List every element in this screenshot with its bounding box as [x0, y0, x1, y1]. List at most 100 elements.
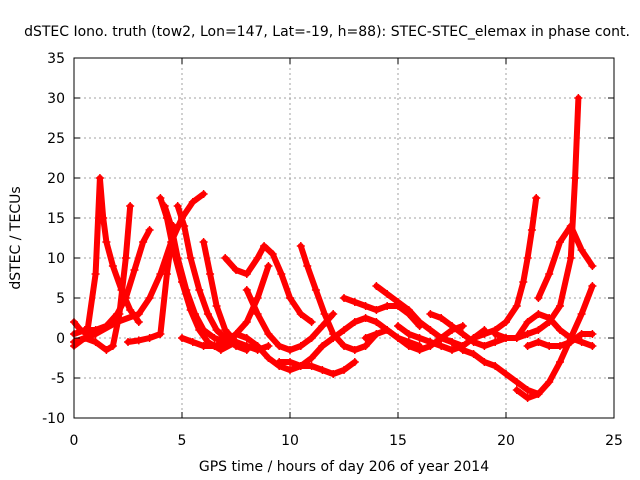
- x-axis-title: GPS time / hours of day 206 of year 2014: [199, 459, 489, 475]
- plot-frame: [73, 57, 615, 419]
- x-tick-label: 25: [605, 433, 623, 449]
- y-tick-label: 35: [47, 51, 65, 67]
- data-point: [307, 334, 316, 342]
- data-point: [296, 342, 305, 350]
- data-point: [469, 334, 478, 342]
- data-point: [199, 190, 208, 198]
- data-point: [566, 254, 575, 262]
- data-point: [167, 222, 176, 230]
- data-point: [534, 390, 543, 398]
- data-point: [361, 342, 370, 350]
- data-point: [329, 334, 338, 342]
- data-point: [173, 254, 182, 262]
- y-tick-label: 5: [56, 291, 65, 307]
- data-point: [545, 378, 554, 386]
- data-point: [242, 270, 251, 278]
- series-line: [71, 191, 207, 345]
- data-point: [145, 226, 154, 234]
- data-point: [350, 346, 359, 354]
- x-tick-label: 5: [178, 433, 187, 449]
- series-arc-23: [469, 194, 541, 342]
- y-tick-label: -10: [42, 411, 65, 427]
- data-point: [491, 330, 500, 338]
- data-point: [415, 346, 424, 354]
- data-point: [329, 370, 338, 378]
- series-arc-13: [242, 286, 338, 354]
- series-arc-15: [275, 358, 359, 378]
- data-point: [577, 246, 586, 254]
- data-point: [404, 306, 413, 314]
- data-point: [108, 342, 117, 350]
- data-point: [145, 334, 154, 342]
- data-point: [260, 242, 269, 250]
- series-line: [125, 223, 177, 345]
- data-point: [221, 326, 230, 334]
- data-point: [253, 342, 262, 350]
- data-point: [210, 334, 219, 342]
- data-point: [361, 302, 370, 310]
- data-point: [415, 318, 424, 326]
- data-point: [121, 294, 130, 302]
- data-point: [512, 334, 521, 342]
- data-point: [203, 310, 212, 318]
- data-point: [458, 346, 467, 354]
- data-point: [277, 270, 286, 278]
- data-point: [394, 322, 402, 330]
- series-arc-18: [361, 322, 467, 354]
- data-point: [102, 346, 111, 354]
- data-point: [199, 326, 208, 334]
- data-point: [383, 302, 392, 310]
- data-point: [523, 386, 532, 394]
- data-point: [426, 310, 435, 318]
- data-point: [340, 342, 348, 350]
- y-tick-label: 15: [47, 211, 65, 227]
- x-tick-label: 0: [70, 433, 79, 449]
- y-tick-label: 25: [47, 131, 65, 147]
- y-tick-label: 20: [47, 171, 65, 187]
- series-line: [222, 243, 315, 325]
- y-tick-label: -5: [51, 371, 65, 387]
- data-point: [206, 270, 215, 278]
- data-point: [253, 310, 262, 318]
- series-arc-08: [173, 202, 251, 354]
- data-point: [275, 342, 284, 350]
- data-point: [545, 342, 554, 350]
- data-point: [588, 342, 597, 350]
- data-point: [577, 338, 586, 346]
- data-point: [264, 354, 273, 362]
- data-point: [108, 262, 117, 270]
- data-point: [545, 314, 554, 322]
- data-point: [296, 310, 305, 318]
- series-line: [470, 195, 540, 341]
- data-point: [264, 330, 273, 338]
- data-point: [180, 222, 189, 230]
- data-point: [372, 282, 381, 290]
- data-point: [383, 290, 392, 298]
- data-point: [188, 198, 197, 206]
- data-point: [512, 302, 521, 310]
- data-point: [527, 226, 536, 234]
- data-point: [512, 386, 521, 394]
- data-point: [534, 326, 543, 334]
- data-point: [318, 342, 327, 350]
- data-point: [426, 338, 435, 346]
- data-point: [532, 194, 541, 202]
- data-point: [350, 318, 359, 326]
- data-point: [212, 326, 221, 334]
- data-point: [296, 362, 305, 370]
- data-point: [519, 278, 528, 286]
- data-point: [556, 358, 564, 366]
- data-point: [588, 262, 597, 270]
- data-point: [320, 310, 329, 318]
- data-point: [221, 254, 230, 262]
- data-point: [523, 330, 532, 338]
- data-point: [480, 330, 489, 338]
- series-arc-26: [512, 310, 597, 350]
- data-point: [556, 326, 564, 334]
- data-point: [264, 342, 273, 350]
- data-point: [480, 358, 489, 366]
- data-point: [588, 330, 597, 338]
- data-point: [426, 326, 435, 334]
- data-point: [134, 310, 143, 318]
- data-point: [253, 294, 262, 302]
